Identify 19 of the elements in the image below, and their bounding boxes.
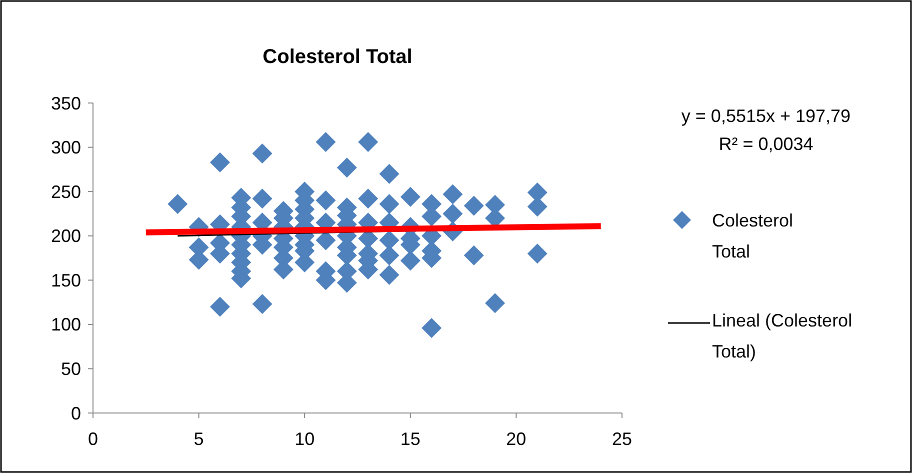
y-tick-label: 300 <box>50 138 81 158</box>
x-tick-label: 5 <box>194 429 204 449</box>
text: y = 0,5515x + 197,79 <box>681 106 851 126</box>
y-tick-label: 0 <box>70 403 81 424</box>
y-tick-label: 150 <box>50 270 81 290</box>
x-tick-label: 10 <box>294 429 315 449</box>
x-tick-label: 0 <box>88 429 98 449</box>
x-tick-label: 15 <box>400 429 420 449</box>
y-tick-label: 50 <box>60 359 81 380</box>
legend-label: Colesterol Total <box>712 210 794 262</box>
text: R² = 0,0034 <box>718 134 814 154</box>
x-tick-label: 25 <box>612 429 632 449</box>
x-tick-label: 20 <box>506 429 526 449</box>
y-tick-label: 250 <box>50 182 81 202</box>
y-tick-label: 200 <box>50 226 81 246</box>
chart-title: Colesterol Total <box>262 46 412 68</box>
y-tick-label: 100 <box>50 314 81 335</box>
y-tick-label: 350 <box>50 93 81 114</box>
legend-label: Lineal (Colesterol Total) <box>712 310 852 362</box>
